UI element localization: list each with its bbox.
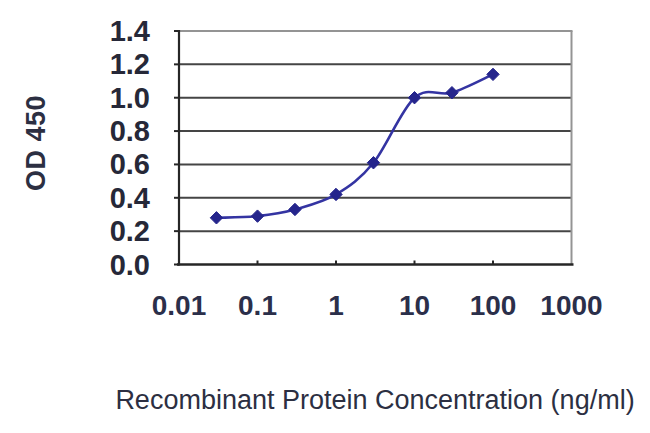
data-point-marker xyxy=(251,210,263,222)
x-axis-title: Recombinant Protein Concentration (ng/ml… xyxy=(115,385,634,416)
y-tick-label: 0.4 xyxy=(0,183,150,213)
y-tick-label: 0.2 xyxy=(0,216,150,246)
y-tick-label: 0.8 xyxy=(0,116,150,146)
y-tick-label: 1.0 xyxy=(0,83,150,113)
y-tick-label: 0.0 xyxy=(0,250,150,280)
y-tick-label: 1.4 xyxy=(0,16,150,46)
y-tick-label: 1.2 xyxy=(0,49,150,79)
elisa-binding-chart: OD 450 0.00.20.40.60.81.01.21.4 0.010.11… xyxy=(0,0,650,433)
data-point-marker xyxy=(210,212,222,224)
data-point-marker xyxy=(289,203,301,215)
y-tick-label: 0.6 xyxy=(0,149,150,179)
x-tick-label: 1000 xyxy=(502,291,642,321)
data-point-marker xyxy=(330,188,342,200)
data-point-marker xyxy=(487,68,499,80)
